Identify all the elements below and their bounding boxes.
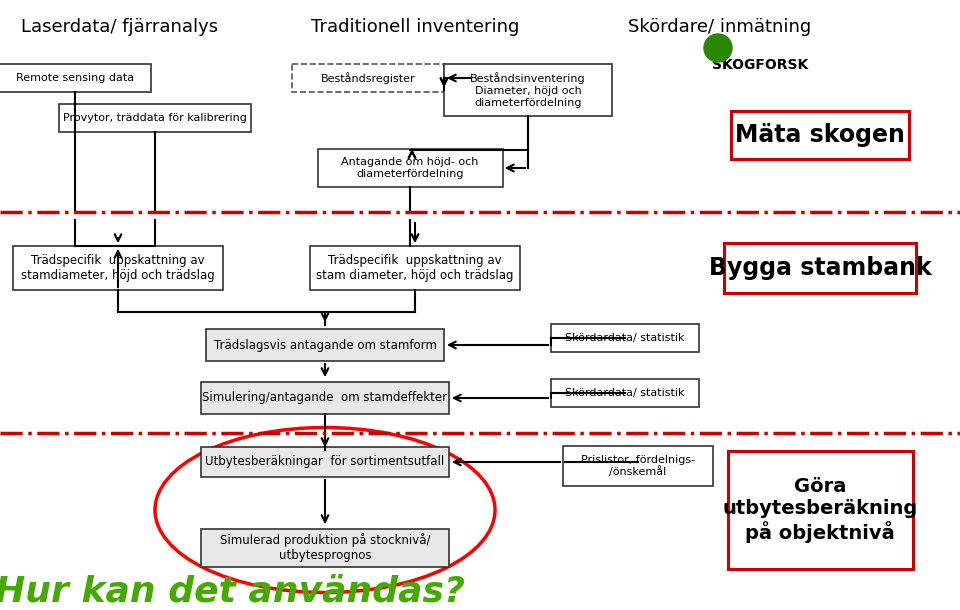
Text: Skördare/ inmätning: Skördare/ inmätning	[629, 18, 811, 36]
FancyBboxPatch shape	[551, 324, 699, 352]
FancyBboxPatch shape	[201, 529, 449, 567]
Text: Utbytesberäkningar  för sortimentsutfall: Utbytesberäkningar för sortimentsutfall	[205, 456, 444, 468]
FancyBboxPatch shape	[13, 246, 223, 290]
Text: Remote sensing data: Remote sensing data	[16, 73, 134, 83]
Text: Prislistor, fördelnigs-
/önskemål: Prislistor, fördelnigs- /önskemål	[581, 454, 695, 478]
Text: Mäta skogen: Mäta skogen	[735, 123, 905, 147]
Text: Simulering/antagande  om stamdeffekter: Simulering/antagande om stamdeffekter	[203, 392, 447, 404]
FancyBboxPatch shape	[292, 64, 444, 92]
Text: Trädslagsvis antagande om stamform: Trädslagsvis antagande om stamform	[213, 339, 437, 351]
Circle shape	[704, 34, 732, 62]
Text: Hur kan det användas?: Hur kan det användas?	[0, 575, 465, 609]
Text: Simulerad produktion på stocknivå/
utbytesprognos: Simulerad produktion på stocknivå/ utbyt…	[220, 534, 430, 562]
Text: Traditionell inventering: Traditionell inventering	[311, 18, 519, 36]
FancyBboxPatch shape	[206, 329, 444, 361]
FancyBboxPatch shape	[201, 447, 449, 477]
Text: Beståndsinventering
Diameter, höjd och
diameterfördelning: Beståndsinventering Diameter, höjd och d…	[470, 73, 586, 107]
Text: Trädspecifik  uppskattning av
stam diameter, höjd och trädslag: Trädspecifik uppskattning av stam diamet…	[316, 254, 514, 282]
Text: Skördardata/ statistik: Skördardata/ statistik	[565, 388, 684, 398]
Text: Trädspecifik  uppskattning av
stamdiameter, höjd och trädslag: Trädspecifik uppskattning av stamdiamete…	[21, 254, 215, 282]
FancyBboxPatch shape	[0, 64, 151, 92]
Text: Provytor, träddata för kalibrering: Provytor, träddata för kalibrering	[63, 113, 247, 123]
Text: Laserdata/ fjärranalys: Laserdata/ fjärranalys	[21, 18, 219, 36]
Text: Göra
utbytesberäkning
på objektnivå: Göra utbytesberäkning på objektnivå	[722, 476, 918, 544]
FancyBboxPatch shape	[551, 379, 699, 407]
Text: Beståndsregister: Beståndsregister	[321, 72, 416, 84]
FancyBboxPatch shape	[201, 382, 449, 414]
FancyBboxPatch shape	[318, 149, 502, 187]
FancyBboxPatch shape	[59, 104, 251, 132]
Text: Bygga stambank: Bygga stambank	[708, 256, 931, 280]
FancyBboxPatch shape	[310, 246, 520, 290]
FancyBboxPatch shape	[731, 111, 909, 159]
FancyBboxPatch shape	[728, 451, 913, 569]
Text: Antagande om höjd- och
diameterfördelning: Antagande om höjd- och diameterfördelnin…	[342, 157, 479, 179]
FancyBboxPatch shape	[563, 446, 713, 486]
FancyBboxPatch shape	[444, 64, 612, 116]
Text: SKOGFORSK: SKOGFORSK	[712, 58, 808, 72]
Text: Skördardata/ statistik: Skördardata/ statistik	[565, 333, 684, 343]
FancyBboxPatch shape	[724, 243, 916, 293]
